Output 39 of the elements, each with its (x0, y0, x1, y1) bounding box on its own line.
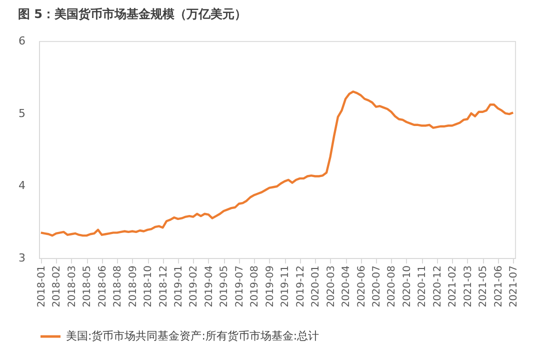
x-tick-label: 2018-08 (112, 266, 124, 308)
x-tick-label: 2021-02 (448, 266, 459, 308)
x-tick-label: 2018-03 (66, 266, 78, 308)
x-tick-label: 2020-12 (432, 266, 444, 308)
x-tick-label: 2019-04 (204, 266, 215, 308)
chart-title: 图 5：美国货币市场基金规模（万亿美元） (18, 7, 247, 21)
x-tick-label: 2019-08 (250, 266, 261, 308)
x-tick-label: 2018-01 (36, 266, 48, 308)
y-tick-label: 3 (18, 252, 26, 264)
x-tick-label: 2019-12 (295, 266, 306, 308)
x-tick-label: 2020-10 (402, 266, 413, 308)
x-tick-label: 2021-03 (462, 266, 474, 308)
x-tick-label: 2019-09 (264, 266, 276, 308)
x-tick-label: 2018-09 (128, 266, 139, 308)
x-tick-label: 2021-07 (508, 266, 520, 308)
x-tick-label: 2021-06 (493, 266, 504, 308)
x-tick-label: 2018-02 (52, 266, 63, 308)
line-series (40, 90, 514, 237)
y-tick-label: 5 (18, 106, 26, 120)
x-tick-label: 2018-12 (158, 266, 170, 308)
x-tick-label: 2019-11 (280, 266, 292, 308)
y-tick-label: 6 (18, 34, 26, 48)
x-tick-label: 2020-03 (326, 266, 337, 308)
x-tick-label: 2018-10 (143, 266, 154, 308)
x-tick-label: 2021-05 (478, 266, 490, 308)
y-tick-label: 4 (18, 179, 26, 192)
x-tick-label: 2018-05 (82, 266, 94, 308)
legend-label: 美国:货币市场共同基金资产:所有货币市场基金:总计 (66, 330, 320, 342)
x-tick-label: 2019-02 (188, 266, 200, 308)
x-tick-label: 2020-07 (372, 266, 383, 308)
x-tick-label: 2020-06 (356, 266, 368, 308)
x-tick-label: 2020-08 (386, 266, 398, 308)
x-tick-label: 2019-01 (173, 266, 184, 308)
x-tick-label: 2019-05 (219, 266, 230, 308)
x-tick-label: 2020-11 (417, 266, 428, 308)
x-tick-label: 2020-04 (341, 266, 352, 308)
x-tick-label: 2019-07 (234, 266, 246, 308)
x-tick-label: 2018-06 (97, 266, 108, 308)
x-tick-label: 2020-01 (310, 266, 322, 308)
